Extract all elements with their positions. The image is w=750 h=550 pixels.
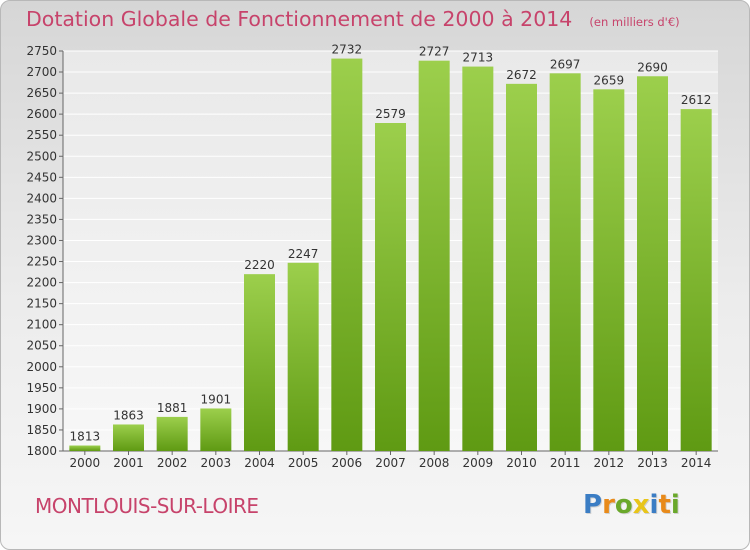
x-tick-label: 2004 <box>244 456 275 470</box>
bar <box>680 109 712 452</box>
brand-letter: P <box>583 490 603 520</box>
x-tick-label: 2003 <box>201 456 232 470</box>
y-tick-label: 2100 <box>26 318 57 332</box>
bar <box>331 58 363 451</box>
bar <box>200 408 232 451</box>
y-tick-label: 2650 <box>26 86 57 100</box>
bar-value-label: 2659 <box>594 73 625 87</box>
brand-letter: i <box>670 490 680 520</box>
x-tick-label: 2009 <box>463 456 494 470</box>
y-tick-label: 2350 <box>26 212 57 226</box>
bar <box>593 89 625 451</box>
x-tick-label: 2008 <box>419 456 450 470</box>
x-tick-label: 2011 <box>550 456 581 470</box>
x-tick-label: 2014 <box>681 456 712 470</box>
brand-letter: x <box>632 490 650 520</box>
bar-value-label: 2220 <box>244 258 275 272</box>
brand-letter: o <box>614 490 633 520</box>
y-tick-label: 2500 <box>26 149 57 163</box>
chart-title: Dotation Globale de Fonctionnement de 20… <box>26 7 573 31</box>
y-tick-label: 2300 <box>26 233 57 247</box>
bar-value-label: 2727 <box>419 45 450 59</box>
bar-value-label: 2713 <box>463 51 494 65</box>
bar <box>506 83 537 451</box>
y-tick-label: 2750 <box>26 44 57 58</box>
title-row: Dotation Globale de Fonctionnement de 20… <box>26 7 680 31</box>
x-tick-label: 2000 <box>70 456 101 470</box>
bar <box>637 76 668 452</box>
bar <box>375 123 406 451</box>
x-tick-label: 2005 <box>288 456 319 470</box>
bar-value-label: 1813 <box>70 430 101 444</box>
y-tick-label: 1950 <box>26 381 57 395</box>
bar-value-label: 2690 <box>637 60 668 74</box>
x-tick-label: 2013 <box>637 456 668 470</box>
bar-value-label: 2697 <box>550 57 581 71</box>
y-tick-label: 2000 <box>26 360 57 374</box>
bar-value-label: 2247 <box>288 247 319 261</box>
y-tick-label: 2150 <box>26 297 57 311</box>
y-tick-label: 1850 <box>26 423 57 437</box>
bar-value-label: 2612 <box>681 93 712 107</box>
bar <box>462 66 494 451</box>
y-tick-label: 1800 <box>26 444 57 458</box>
bar <box>156 416 188 451</box>
bar-value-label: 1863 <box>113 408 144 422</box>
bar <box>69 445 101 451</box>
bar <box>287 262 319 451</box>
bar <box>418 60 450 452</box>
brand-letter: r <box>602 490 615 520</box>
x-tick-label: 2002 <box>157 456 188 470</box>
x-tick-label: 2007 <box>375 456 406 470</box>
y-tick-label: 2700 <box>26 65 57 79</box>
bar-value-label: 1881 <box>157 401 188 415</box>
bar <box>244 274 275 451</box>
brand-letter: i <box>649 490 659 520</box>
x-tick-label: 2010 <box>506 456 537 470</box>
brand-letter: t <box>658 490 671 520</box>
y-tick-label: 2550 <box>26 128 57 142</box>
unit-label: (en milliers d'€) <box>589 15 680 29</box>
bar-value-label: 2732 <box>332 43 363 57</box>
y-tick-label: 2250 <box>26 255 57 269</box>
y-tick-label: 2050 <box>26 339 57 353</box>
bar-value-label: 1901 <box>201 392 232 406</box>
y-tick-label: 2400 <box>26 191 57 205</box>
y-tick-label: 1900 <box>26 402 57 416</box>
bar-value-label: 2579 <box>375 107 406 121</box>
bar <box>549 73 581 451</box>
x-tick-label: 2006 <box>332 456 363 470</box>
x-tick-label: 2012 <box>594 456 625 470</box>
y-tick-label: 2450 <box>26 170 57 184</box>
bar-value-label: 2672 <box>506 68 537 82</box>
x-tick-label: 2001 <box>113 456 144 470</box>
bar <box>113 424 144 451</box>
brand-logo: Proxiti <box>583 490 680 520</box>
y-tick-label: 2600 <box>26 107 57 121</box>
town-name: MONTLOUIS-SUR-LOIRE <box>35 494 259 518</box>
y-tick-label: 2200 <box>26 276 57 290</box>
